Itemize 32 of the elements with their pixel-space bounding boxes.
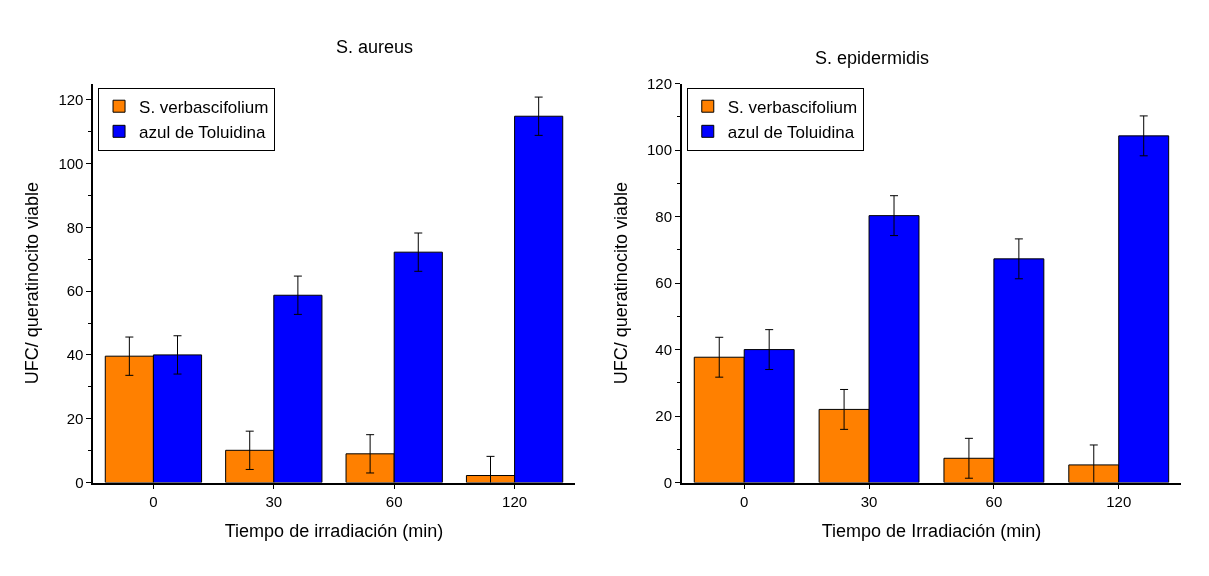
y-tick-label: 0 [663,473,673,491]
x-tick-label: 120 [502,493,528,511]
y-tick-label: 100 [647,141,673,159]
y-tick-label: 0 [75,473,84,491]
y-axis-title: UFC/ queratinocito viable [610,182,631,385]
y-tick-label: 60 [655,274,673,292]
y-tick-label: 20 [655,407,673,425]
y-tick-label: 100 [58,154,84,172]
x-tick-label: 30 [265,493,283,511]
x-tick-label: 120 [1106,493,1132,511]
x-tick-label: 30 [860,493,878,511]
legend-label: S. verbascifolium [139,97,269,117]
y-tick-label: 40 [655,340,673,358]
y-tick-label: 60 [66,282,84,300]
legend-label: azul de Toluidina [727,122,855,142]
x-axis-title: Tiempo de irradiación (min) [224,520,444,541]
y-tick-label: 120 [58,90,84,108]
y-axis-title: UFC/ queratinocito viable [22,182,43,385]
x-axis-title: Tiempo de Irradiación (min) [821,520,1042,541]
x-tick-label: 0 [740,493,749,511]
legend-label: S. verbascifolium [727,97,858,117]
chart-title: S. aureus [336,37,414,57]
chart-title: S. epidermidis [815,48,930,68]
y-tick-label: 80 [66,218,84,236]
y-tick-label: 80 [655,207,673,225]
y-tick-label: 120 [647,74,673,92]
legend-label: azul de Toluidina [139,122,266,142]
y-tick-label: 20 [66,409,84,427]
x-tick-label: 60 [985,493,1003,511]
x-tick-label: 0 [149,493,158,511]
y-tick-label: 40 [66,346,84,364]
x-tick-label: 60 [385,493,403,511]
